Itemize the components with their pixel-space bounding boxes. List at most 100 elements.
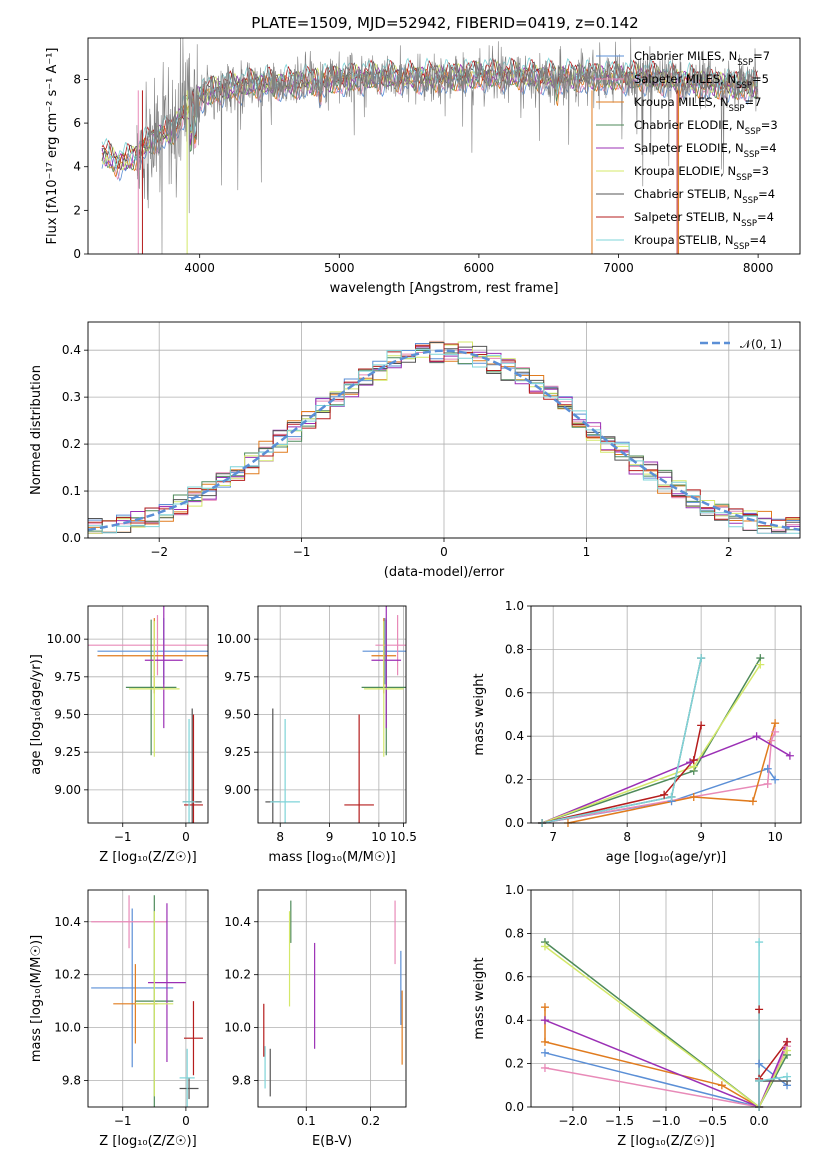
x-tick-label: 10 <box>371 830 386 844</box>
mass-weight-point <box>771 775 780 784</box>
mass-weight-line <box>567 722 776 823</box>
y-axis-label: Flux [fλ10⁻¹⁷ erg cm⁻² s⁻¹ A⁻¹] <box>45 48 60 245</box>
mass-weight-line <box>541 657 702 823</box>
y-tick-label: 10.00 <box>217 632 251 646</box>
mass-weight-point <box>667 792 676 801</box>
mass-weight-point <box>689 792 698 801</box>
age-vs-mass-panel: 8 9 10 10.5 9.00 9.25 9.50 9.75 10.00 mass [log₁₀… <box>217 605 417 865</box>
y-tick-label: 8 <box>73 72 81 86</box>
mass-weight-line <box>544 1007 760 1107</box>
x-tick-label: 6000 <box>464 261 495 275</box>
y-tick-label: 0.4 <box>505 729 524 743</box>
x-tick-label: 5000 <box>324 261 355 275</box>
mass-vs-ebv-panel: 0.1 0.2 9.8 10.0 10.2 10.4 E(B-V) <box>224 889 407 1149</box>
legend-entry: Salpeter ELODIE, NSSP=4 <box>634 141 777 160</box>
y-tick-label: 0.8 <box>505 642 524 656</box>
x-tick-label: 1 <box>583 545 591 559</box>
x-tick-label: −1 <box>114 830 132 844</box>
mass-weight-point <box>771 727 780 736</box>
y-tick-label: 6 <box>73 116 81 130</box>
legend-entry: Salpeter MILES, NSSP=5 <box>634 72 769 91</box>
mass-weight-point <box>697 654 706 663</box>
y-tick-label: 9.25 <box>224 745 251 759</box>
mass-weight-point <box>717 1081 726 1090</box>
x-tick-label: 8000 <box>743 261 774 275</box>
legend-entry: Chabrier ELODIE, NSSP=3 <box>634 118 778 137</box>
y-axis-label: mass weight <box>472 673 487 755</box>
mass-weight-point <box>763 764 772 773</box>
residual-histogram-panel: −2 −1 0 1 2 0.0 0.1 0.2 0.3 0.4 (data-model)/error… <box>29 321 801 580</box>
y-tick-label: 0.2 <box>505 773 524 787</box>
mass-weight-line <box>541 657 702 823</box>
x-tick-label: 0 <box>182 1114 190 1128</box>
x-tick-label: 4000 <box>184 261 215 275</box>
y-tick-label: 0.3 <box>62 390 81 404</box>
y-tick-label: 0.0 <box>505 816 524 830</box>
x-axis-label: age [log₁₀(age/yr)] <box>606 850 727 865</box>
spectrum-panel: 4000 5000 6000 7000 8000 0 2 4 6 8 wavelength [Ang… <box>45 37 801 296</box>
x-axis-label: Z [log₁₀(Z/Z☉)] <box>99 850 196 865</box>
y-tick-label: 0.2 <box>62 437 81 451</box>
mass-weight-point <box>540 1016 549 1025</box>
x-tick-label: 7000 <box>603 261 634 275</box>
y-tick-label: 9.00 <box>54 783 81 797</box>
mass-weight-point <box>755 1076 764 1085</box>
y-tick-label: 0.8 <box>505 926 524 940</box>
y-tick-label: 1.0 <box>505 883 524 897</box>
x-tick-label: 0.2 <box>361 1114 380 1128</box>
x-tick-label: 8 <box>623 830 631 844</box>
y-tick-label: 0.0 <box>62 531 81 545</box>
x-tick-label: −1 <box>293 545 311 559</box>
weight-vs-metallicity-panel: −2.0 −1.5 −1.0 −0.5 0.0 0.0 0.2 0.4 0.6 0.8 1.0 Z [… <box>472 883 802 1149</box>
mass-weight-point <box>697 721 706 730</box>
axes-frame <box>530 889 802 1108</box>
x-tick-label: 9 <box>697 830 705 844</box>
y-tick-label: 9.75 <box>224 670 251 684</box>
y-tick-label: 0.0 <box>505 1100 524 1114</box>
legend-entry: Salpeter STELIB, NSSP=4 <box>634 210 774 229</box>
mass-weight-point <box>771 719 780 728</box>
x-tick-label: 9 <box>326 830 334 844</box>
y-tick-label: 10.0 <box>54 1021 81 1035</box>
x-axis-label: Z [log₁₀(Z/Z☉)] <box>617 1134 714 1149</box>
y-tick-label: 9.8 <box>232 1074 251 1088</box>
y-tick-label: 9.00 <box>224 783 251 797</box>
mass-weight-point <box>540 1048 549 1057</box>
y-tick-label: 10.0 <box>224 1021 251 1035</box>
y-tick-label: 9.75 <box>54 670 81 684</box>
x-tick-label: 0.1 <box>297 1114 316 1128</box>
y-tick-label: 0.4 <box>505 1013 524 1027</box>
mass-weight-point <box>689 756 698 765</box>
y-tick-label: 0.6 <box>505 686 524 700</box>
x-axis-label: mass [log₁₀(M/M☉)] <box>268 850 395 865</box>
y-tick-label: 10.2 <box>224 968 251 982</box>
x-axis-label: wavelength [Angstrom, rest frame] <box>330 281 559 296</box>
y-tick-label: 10.2 <box>54 968 81 982</box>
y-tick-label: 10.00 <box>47 632 81 646</box>
mass-weight-point <box>755 1059 764 1068</box>
y-tick-label: 9.25 <box>54 745 81 759</box>
mass-weight-point <box>783 1037 792 1046</box>
mass-weight-line <box>541 735 791 823</box>
y-tick-label: 0.1 <box>62 484 81 498</box>
x-tick-label: −0.5 <box>698 1114 727 1128</box>
mass-weight-point <box>767 736 776 745</box>
x-tick-label: 10 <box>767 830 782 844</box>
mass-weight-line <box>758 1080 787 1107</box>
plot-area <box>265 606 406 823</box>
axes-frame <box>257 889 407 1108</box>
x-tick-label: −1 <box>114 1114 132 1128</box>
x-tick-label: −1.0 <box>651 1114 680 1128</box>
mass-weight-point <box>540 1003 549 1012</box>
y-tick-label: 9.50 <box>54 708 81 722</box>
residual-histogram-step <box>88 348 800 534</box>
y-tick-label: 0.2 <box>505 1057 524 1071</box>
normal-reference-curve <box>88 349 800 532</box>
mass-weight-point <box>748 797 757 806</box>
x-tick-label: 7 <box>549 830 557 844</box>
x-tick-label: −2.0 <box>558 1114 587 1128</box>
mass-weight-line <box>544 1019 788 1107</box>
legend-entry: Chabrier STELIB, NSSP=4 <box>634 187 775 206</box>
figure-title: PLATE=1509, MJD=52942, FIBERID=0419, z=0… <box>251 14 638 32</box>
